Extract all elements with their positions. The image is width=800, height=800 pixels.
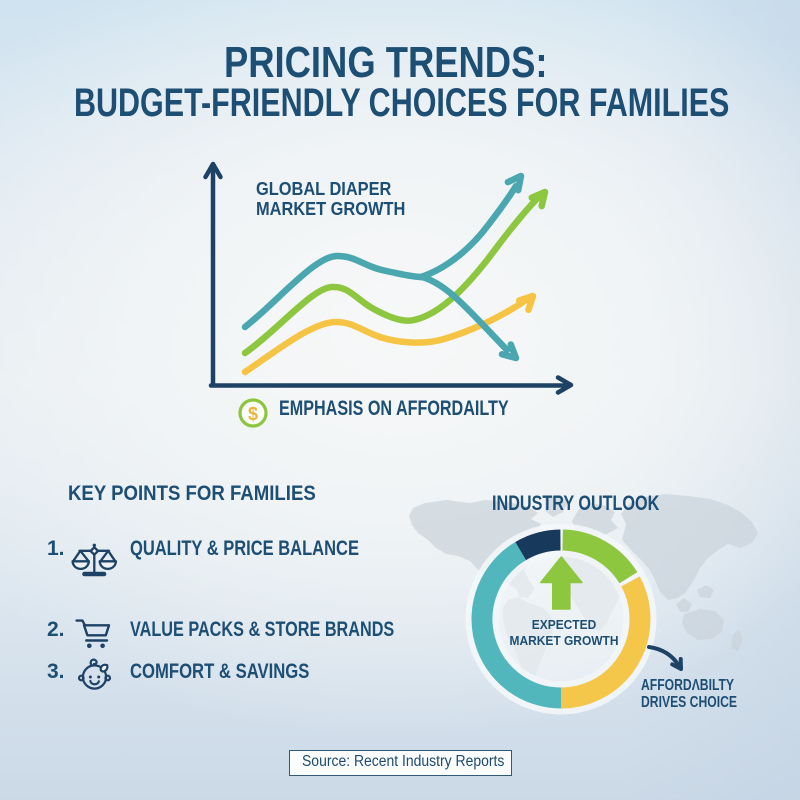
svg-text:$: $ [248, 404, 258, 424]
